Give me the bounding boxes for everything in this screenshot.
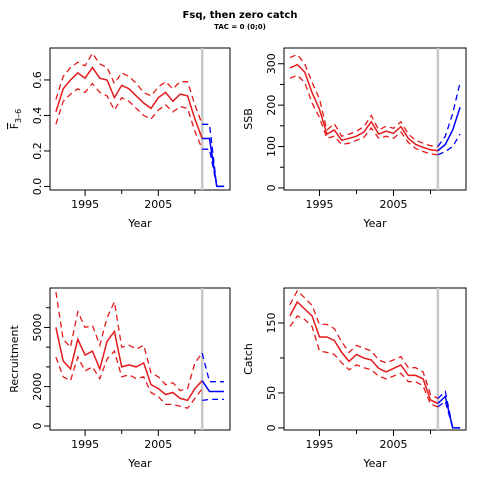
historical-median-line bbox=[289, 300, 439, 405]
y-tick-label: 0.2 bbox=[31, 142, 44, 160]
figure-subtitle: TAC = 0 (0;0) bbox=[214, 23, 266, 31]
x-axis-label: Year bbox=[127, 457, 152, 470]
y-tick-label: 50 bbox=[265, 386, 278, 400]
y-axis-label-main: F bbox=[8, 123, 21, 129]
x-tick-label: 2005 bbox=[144, 438, 172, 451]
x-tick-label: 1995 bbox=[306, 438, 334, 451]
y-tick-label: 150 bbox=[265, 312, 278, 333]
panel-bottom-right: 1995 2005 Year 0 50 150 Catch bbox=[242, 287, 467, 470]
plot-frame bbox=[283, 47, 467, 191]
y-tick-label: 0.0 bbox=[31, 178, 44, 196]
projection-upper-bound-line bbox=[202, 123, 225, 188]
plot-frame bbox=[49, 287, 231, 431]
projection-lower-bound-line bbox=[437, 133, 461, 156]
projection-median-line bbox=[437, 394, 461, 429]
historical-upper-bound-line bbox=[289, 289, 439, 400]
x-axis-label: Year bbox=[362, 457, 387, 470]
panel-top-right: 1995 2005 Year 0 100 200 300 SSB bbox=[242, 47, 467, 230]
y-tick-label: 5000 bbox=[31, 313, 44, 341]
x-tick-label: 1995 bbox=[71, 198, 99, 211]
projection-lower-bound-line bbox=[202, 398, 225, 402]
y-tick-label: 0 bbox=[265, 424, 278, 431]
x-tick-label: 1995 bbox=[306, 198, 334, 211]
y-axis-label-subscript: 3–6 bbox=[14, 109, 23, 123]
y-tick-label: 0.6 bbox=[31, 71, 44, 89]
y-tick-label: 0 bbox=[31, 423, 44, 430]
y-tick-label: 2000 bbox=[31, 373, 44, 401]
panel-top-left: 1995 2005 Year 0.0 0.2 0.4 0.6 F3–6 bbox=[8, 47, 231, 230]
projection-upper-bound-line bbox=[201, 352, 225, 383]
x-tick-label: 1995 bbox=[71, 438, 99, 451]
plot-frame bbox=[49, 47, 231, 191]
historical-lower-bound-line bbox=[289, 315, 439, 408]
x-axis-label: Year bbox=[362, 217, 387, 230]
projection-median-line bbox=[201, 380, 225, 393]
historical-upper-bound-line bbox=[289, 53, 438, 148]
x-axis-label: Year bbox=[127, 217, 152, 230]
historical-median-line bbox=[289, 63, 438, 152]
historical-upper-bound-line bbox=[55, 291, 203, 392]
y-tick-label: 100 bbox=[265, 136, 278, 157]
y-axis-label: SSB bbox=[242, 108, 255, 130]
x-tick-label: 2005 bbox=[144, 198, 172, 211]
projection-median-line bbox=[202, 137, 225, 188]
y-tick-label: 0.4 bbox=[31, 107, 44, 125]
historical-lower-bound-line bbox=[289, 74, 438, 156]
historical-median-line bbox=[55, 327, 203, 402]
y-tick-label: 300 bbox=[265, 53, 278, 74]
historical-lower-bound-line bbox=[55, 349, 203, 410]
projection-median-line bbox=[437, 106, 461, 152]
historical-median-line bbox=[55, 66, 203, 139]
x-tick-label: 2005 bbox=[379, 198, 407, 211]
y-axis-label: Catch bbox=[242, 343, 255, 375]
plot-frame bbox=[283, 287, 467, 431]
projection-upper-bound-line bbox=[437, 82, 461, 147]
panel-bottom-left: 1995 2005 Year 0 2000 5000 Recruitment bbox=[8, 287, 231, 470]
x-tick-label: 2005 bbox=[379, 438, 407, 451]
y-tick-label: 200 bbox=[265, 95, 278, 116]
historical-upper-bound-line bbox=[55, 52, 203, 125]
historical-lower-bound-line bbox=[55, 82, 203, 150]
y-axis-label: F3–6 bbox=[8, 109, 23, 130]
y-tick-label: 0 bbox=[265, 184, 278, 191]
projection-lower-bound-line bbox=[202, 148, 225, 188]
y-axis-label: Recruitment bbox=[8, 325, 21, 393]
figure-title: Fsq, then zero catch bbox=[182, 10, 298, 21]
